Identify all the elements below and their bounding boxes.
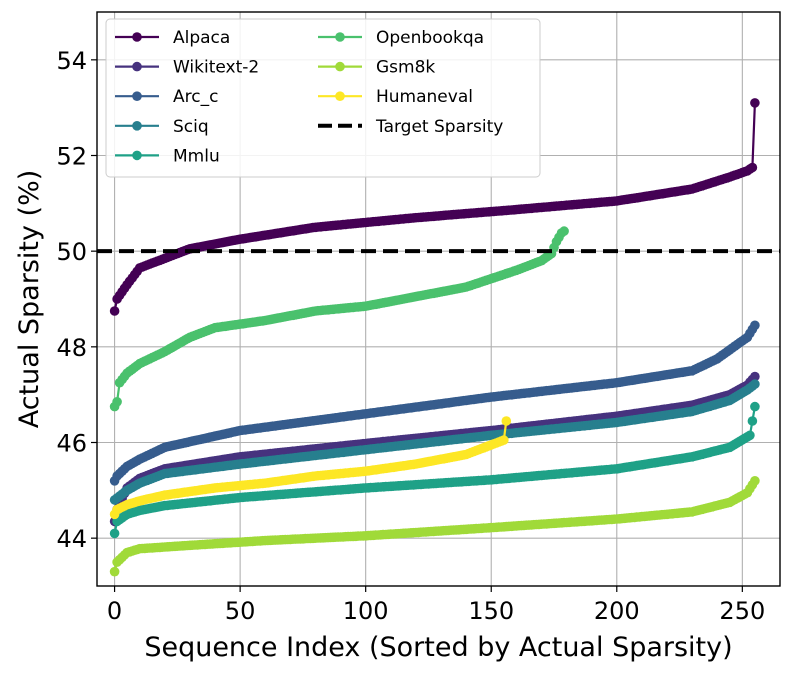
point-humaneval: [499, 435, 509, 445]
legend-label: Wikitext-2: [173, 58, 259, 78]
y-tick-label: 50: [56, 238, 87, 266]
point-gsm8k: [750, 476, 760, 486]
axis-ticks: 0 50 100 150 200 250 44 46 48 50 52 54: [56, 47, 765, 625]
legend-item-alpaca: Alpaca: [115, 28, 230, 48]
legend-item-humaneval: Humaneval: [318, 87, 473, 107]
legend-swatch-marker: [335, 91, 345, 101]
point-sciq: [750, 379, 760, 389]
point-alpaca: [750, 98, 760, 108]
x-tick-label: 0: [107, 597, 122, 625]
series-line-openbookqa: [113, 230, 565, 408]
legend: Alpaca Wikitext-2 Arc_c Sciq Mmlu Openbookqa G…: [105, 18, 541, 178]
legend-label: Alpaca: [173, 28, 230, 48]
legend-item-mmlu: Mmlu: [115, 146, 220, 166]
legend-label: Openbookqa: [376, 28, 484, 48]
series-line-gsm8k: [113, 480, 756, 572]
point-mmlu: [747, 416, 758, 426]
legend-item-wikitext-2: Wikitext-2: [115, 58, 259, 78]
legend-item-target-sparsity: Target Sparsity: [318, 117, 503, 137]
legend-label: Arc_c: [173, 87, 218, 107]
series-mmlu: [109, 401, 760, 539]
point-openbookqa: [112, 397, 122, 407]
x-tick-label: 200: [594, 597, 640, 625]
point-wikitext-2: [750, 371, 760, 382]
y-axis-label: Actual Sparsity (%): [14, 170, 45, 429]
legend-label: Humaneval: [376, 87, 473, 107]
legend-swatch-marker: [132, 32, 142, 42]
point-alpaca: [109, 306, 120, 316]
series-alpaca: [109, 98, 760, 316]
point-arc-c: [750, 320, 760, 331]
legend-item-sciq: Sciq: [115, 117, 209, 137]
legend-swatch-marker: [335, 61, 345, 72]
legend-item-arc-c: Arc_c: [115, 87, 218, 107]
y-tick-label: 52: [56, 143, 87, 171]
series-arc-c: [109, 320, 760, 486]
x-tick-label: 250: [719, 597, 765, 625]
legend-item-gsm8k: Gsm8k: [318, 58, 435, 78]
point-alpaca: [747, 162, 758, 173]
legend-swatch-marker: [335, 32, 345, 42]
legend-swatch-marker: [132, 150, 142, 161]
point-mmlu: [750, 401, 760, 412]
y-tick-label: 46: [56, 430, 87, 458]
point-openbookqa: [559, 226, 569, 236]
x-tick-label: 150: [468, 597, 514, 625]
y-tick-label: 44: [56, 525, 87, 553]
legend-label: Sciq: [173, 117, 209, 137]
y-tick-label: 54: [56, 47, 87, 75]
y-tick-label: 48: [56, 334, 87, 362]
point-mmlu: [109, 528, 120, 539]
plot-frame: [96, 11, 781, 587]
legend-label: Target Sparsity: [375, 117, 503, 137]
legend-item-openbookqa: Openbookqa: [318, 28, 484, 48]
series-layer: [109, 98, 760, 577]
x-axis-label: Sequence Index (Sorted by Actual Sparsit…: [144, 632, 732, 663]
x-tick-label: 50: [225, 597, 256, 625]
legend-box: [105, 18, 541, 178]
point-humaneval: [501, 416, 512, 426]
legend-swatch-marker: [132, 61, 142, 72]
legend-swatch-marker: [132, 91, 142, 101]
series-gsm8k: [109, 476, 760, 577]
legend-label: Gsm8k: [376, 58, 435, 78]
x-tick-label: 100: [343, 597, 389, 625]
series-humaneval: [109, 416, 512, 520]
point-gsm8k: [109, 566, 120, 577]
legend-label: Mmlu: [173, 146, 220, 166]
legend-swatch-marker: [132, 121, 142, 131]
series-openbookqa: [109, 226, 569, 412]
point-mmlu: [745, 430, 755, 441]
series-sciq: [109, 379, 760, 505]
